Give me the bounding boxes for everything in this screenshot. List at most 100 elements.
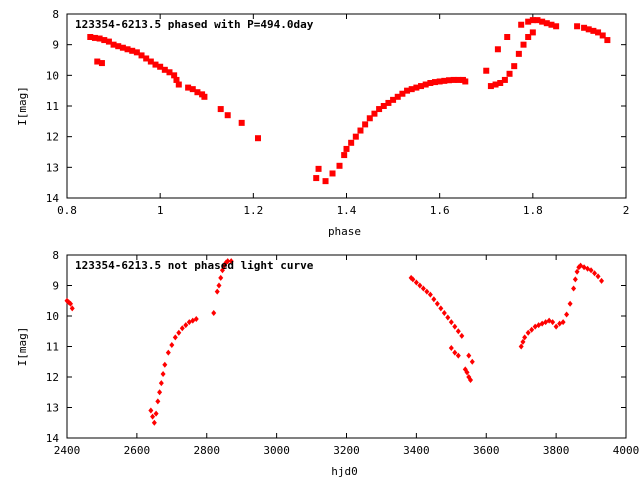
unphased-data-point xyxy=(157,389,163,396)
phased-data-point xyxy=(404,87,411,94)
unphased-x-tick-label: 2800 xyxy=(194,444,221,457)
unphased-y-ticks: 8 9 10 11 12 13 14 xyxy=(46,249,626,445)
phased-y-tick-label: 11 xyxy=(46,100,59,113)
phased-data-point xyxy=(518,21,525,28)
unphased-x-tick-label: 3200 xyxy=(333,444,360,457)
unphased-data-point xyxy=(571,285,577,292)
phased-data-point xyxy=(432,79,439,86)
phased-data-point xyxy=(94,58,101,65)
phased-data-point xyxy=(385,99,392,106)
phased-data-point xyxy=(224,112,231,119)
phased-data-point xyxy=(105,38,112,45)
unphased-data-point xyxy=(518,343,524,350)
phased-data-point xyxy=(147,58,154,65)
unphased-x-tick-label: 2600 xyxy=(124,444,151,457)
phased-data-point xyxy=(462,78,469,85)
phased-data-point xyxy=(543,20,550,27)
unphased-data-point xyxy=(445,314,451,321)
phased-y-axis-title: I[mag] xyxy=(16,86,29,126)
phased-data-point xyxy=(450,76,457,83)
phased-data-point xyxy=(553,23,560,30)
phased-data-point xyxy=(436,78,443,85)
unphased-data-point xyxy=(218,274,224,281)
unphased-data-point xyxy=(564,311,570,318)
unphased-y-tick-label: 8 xyxy=(52,249,59,262)
phased-data-point xyxy=(515,50,522,57)
unphased-x-axis-title: hjd0 xyxy=(331,465,358,478)
phased-data-point xyxy=(366,115,373,122)
phased-y-tick-label: 8 xyxy=(52,8,59,21)
unphased-data-point xyxy=(413,279,419,286)
unphased-data-point xyxy=(459,332,465,339)
unphased-data-point xyxy=(455,352,461,359)
unphased-data-point xyxy=(464,369,470,376)
unphased-data-point xyxy=(417,282,423,289)
unphased-data-point xyxy=(441,309,447,316)
phased-data-point xyxy=(238,119,245,126)
phased-data-point xyxy=(581,24,588,31)
phased-chart: 0.8 1 1.2 1.4 1.6 1.8 2 8 9 10 11 12 13 14 123354-62… xyxy=(16,8,629,238)
phased-data-point xyxy=(380,103,387,109)
unphased-data-point xyxy=(553,323,559,330)
phased-data-point xyxy=(91,34,98,41)
unphased-data-point xyxy=(434,300,440,307)
unphased-data-point xyxy=(452,349,458,356)
phased-data-point xyxy=(173,76,180,83)
phased-data-point xyxy=(529,29,536,36)
phased-x-axis-title: phase xyxy=(328,225,361,238)
phased-x-tick-label: 1.4 xyxy=(337,204,357,217)
unphased-data-point xyxy=(214,288,220,295)
phased-data-point xyxy=(175,81,182,88)
unphased-data-point xyxy=(522,334,528,341)
phased-data-point xyxy=(315,165,322,172)
unphased-data-point xyxy=(448,345,454,352)
phased-y-tick-label: 14 xyxy=(46,192,60,205)
unphased-data-point xyxy=(165,349,171,356)
phased-x-ticks: 0.8 1 1.2 1.4 1.6 1.8 2 xyxy=(57,14,629,217)
phased-data-point xyxy=(413,84,420,91)
phased-data-point xyxy=(455,76,462,83)
unphased-data-point xyxy=(560,319,566,326)
phased-data-point xyxy=(394,93,401,100)
phased-y-ticks: 8 9 10 11 12 13 14 xyxy=(46,8,626,205)
unphased-x-tick-label: 2400 xyxy=(54,444,81,457)
unphased-data-point xyxy=(153,410,159,417)
unphased-data-point xyxy=(69,305,75,312)
phased-data-point xyxy=(487,83,494,90)
unphased-data-point xyxy=(216,282,222,289)
unphased-x-tick-label: 3000 xyxy=(263,444,290,457)
phased-data-point xyxy=(129,47,136,54)
phased-data-point xyxy=(574,23,581,30)
phased-data-point xyxy=(525,18,532,25)
unphased-chart-title: 123354-6213.5 not phased light curve xyxy=(75,259,314,272)
unphased-x-tick-label: 3400 xyxy=(403,444,430,457)
phased-data-point xyxy=(110,41,117,48)
phased-data-point xyxy=(539,18,546,25)
unphased-data-point xyxy=(228,258,234,265)
phased-data-point xyxy=(201,93,208,100)
phased-data-point xyxy=(529,17,536,24)
phased-data-point xyxy=(494,46,501,53)
unphased-chart: 2400 2600 2800 3000 3200 3400 3600 3800 4000 8 9 1… xyxy=(16,249,639,478)
phased-data-point xyxy=(520,41,527,48)
unphased-x-tick-label: 4000 xyxy=(613,444,640,457)
phased-data-point xyxy=(217,106,224,113)
unphased-data-point xyxy=(520,338,526,345)
phased-data-point xyxy=(441,77,448,84)
phased-data-point xyxy=(422,81,429,88)
phased-data-point xyxy=(143,55,150,62)
unphased-data-point xyxy=(469,358,475,365)
unphased-y-tick-label: 10 xyxy=(46,310,59,323)
unphased-x-tick-label: 3600 xyxy=(473,444,500,457)
unphased-data-point xyxy=(183,322,189,329)
phased-chart-title: 123354-6213.5 phased with P=494.0day xyxy=(75,18,314,31)
unphased-data-point xyxy=(67,300,73,307)
phased-data-point xyxy=(399,90,406,97)
phased-data-point xyxy=(157,63,164,70)
phased-data-point xyxy=(166,69,173,76)
phased-data-point xyxy=(408,86,415,93)
phased-data-point xyxy=(189,86,196,93)
unphased-data-point xyxy=(151,419,157,426)
phased-data-point xyxy=(492,81,499,88)
unphased-data-point xyxy=(172,334,178,341)
